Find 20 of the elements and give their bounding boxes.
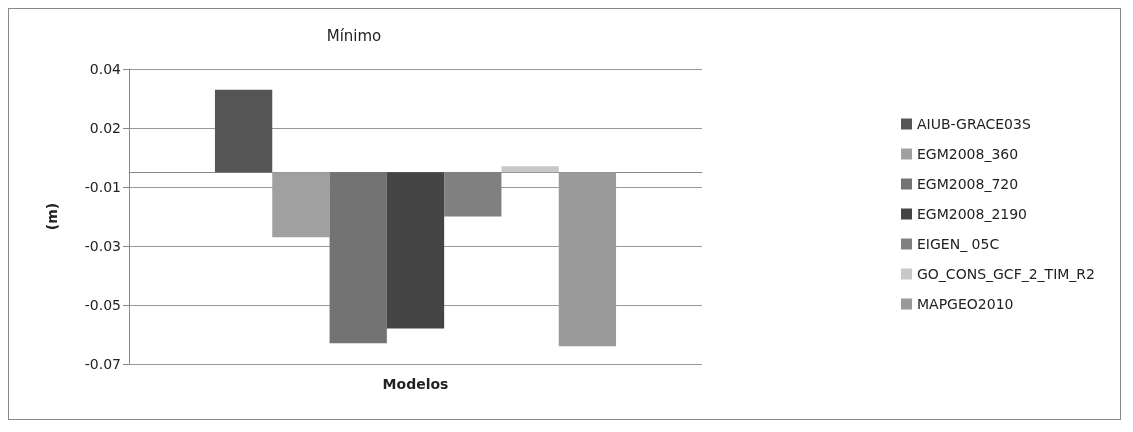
y-tick-label: -0.03 <box>84 238 121 254</box>
legend-label: AIUB-GRACE03S <box>917 116 1031 132</box>
legend-label: EGM2008_2190 <box>917 206 1028 222</box>
legend-label: EIGEN_ 05C <box>917 236 1000 252</box>
legend-label: MAPGEO2010 <box>917 296 1014 312</box>
y-tick-label: -0.05 <box>84 297 121 313</box>
chart-title: Mínimo <box>326 26 382 45</box>
bar <box>214 89 273 173</box>
y-axis-title: (m) <box>44 202 60 231</box>
y-tick-label: -0.01 <box>84 179 121 195</box>
legend-label: GO_CONS_GCF_2_TIM_R2 <box>917 266 1096 282</box>
bar <box>501 166 559 173</box>
legend-label: EGM2008_360 <box>917 146 1019 162</box>
y-tick-label: 0.02 <box>89 120 121 136</box>
y-tick-label: -0.07 <box>84 356 121 372</box>
y-tick-label: 0.04 <box>89 61 122 77</box>
bar <box>386 172 445 329</box>
x-axis-title: Modelos <box>382 375 449 392</box>
legend-label: EGM2008_720 <box>917 176 1019 192</box>
bar <box>329 172 387 344</box>
